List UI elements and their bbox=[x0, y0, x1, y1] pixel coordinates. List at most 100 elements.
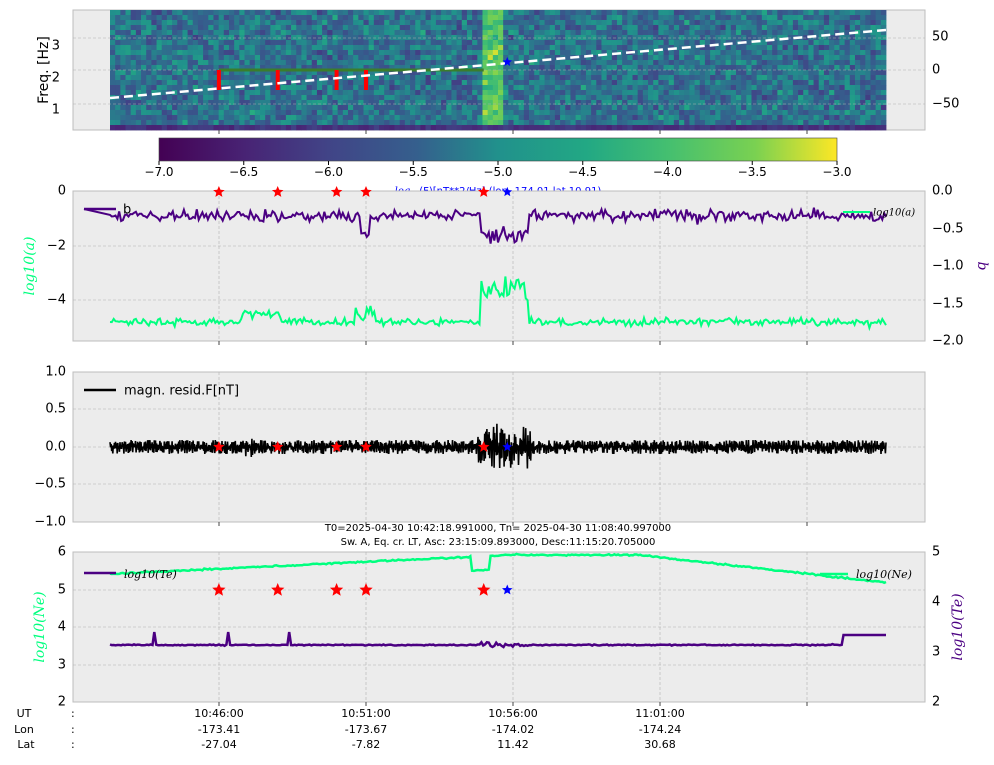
ne-tick-5: 5 bbox=[58, 583, 66, 598]
spectrogram-cell bbox=[498, 20, 504, 26]
spectrogram-cell bbox=[622, 125, 628, 131]
spectrogram-cell bbox=[342, 85, 349, 91]
spectrogram-cell bbox=[379, 10, 385, 16]
spectrogram-cell bbox=[482, 70, 489, 76]
spectrogram-cell bbox=[632, 75, 639, 81]
spectrogram-cell bbox=[601, 25, 608, 31]
spectrogram-cell bbox=[322, 70, 328, 76]
spectrogram-cell bbox=[141, 115, 147, 121]
spectrogram-cell bbox=[544, 60, 551, 66]
spectrogram-cell bbox=[663, 125, 670, 131]
spectrogram-cell bbox=[234, 95, 240, 101]
spectrogram-cell bbox=[130, 60, 137, 66]
spectrogram-cell bbox=[456, 50, 463, 56]
spectrogram-cell bbox=[787, 25, 794, 31]
spectrogram-cell bbox=[508, 90, 514, 96]
spectrogram-cell bbox=[596, 10, 602, 16]
spectrogram-cell bbox=[616, 45, 623, 51]
spectrogram-cell bbox=[751, 125, 758, 131]
spectrogram-cell bbox=[849, 65, 856, 71]
spectrogram-cell bbox=[844, 25, 851, 31]
spectrogram-cell bbox=[849, 10, 856, 16]
spectrogram-cell bbox=[399, 55, 406, 61]
spectrogram-cell bbox=[213, 60, 220, 66]
spectrogram-cell bbox=[430, 10, 437, 16]
spectrogram-cell bbox=[642, 110, 649, 116]
spectrogram-cell bbox=[141, 15, 147, 21]
spectrogram-cell bbox=[379, 85, 385, 91]
spectrogram-cell bbox=[228, 95, 235, 101]
spectrogram-cell bbox=[228, 85, 235, 91]
spectrogram-cell bbox=[466, 60, 473, 66]
spectrogram-cell bbox=[865, 80, 871, 86]
spectrogram-cell bbox=[244, 15, 251, 21]
spectrogram-cell bbox=[472, 30, 478, 36]
spectrogram-cell bbox=[130, 20, 137, 26]
spectrogram-cell bbox=[591, 50, 597, 56]
spectrogram-cell bbox=[435, 105, 442, 111]
spectrogram-cell bbox=[844, 105, 851, 111]
spectrogram-cell bbox=[358, 95, 364, 101]
spectrogram-cell bbox=[756, 75, 763, 81]
spectrogram-cell bbox=[735, 10, 742, 16]
spectrogram-cell bbox=[254, 15, 261, 21]
spectrogram-cell bbox=[756, 45, 763, 51]
spectrogram-cell bbox=[394, 35, 401, 41]
spectrogram-cell bbox=[115, 80, 121, 86]
spectrogram-cell bbox=[451, 30, 458, 36]
a-tick-minus2: −2 bbox=[47, 239, 66, 254]
spectrogram-cell bbox=[684, 125, 690, 131]
spectrogram-cell bbox=[182, 125, 188, 131]
spectrogram-cell bbox=[508, 50, 514, 56]
spectrogram-cell bbox=[172, 55, 178, 61]
spectrogram-cell bbox=[399, 100, 406, 106]
spectrogram-cell bbox=[606, 90, 613, 96]
spectrogram-cell bbox=[591, 25, 597, 31]
spectrogram-cell bbox=[244, 60, 251, 66]
spectrogram-cell bbox=[425, 45, 432, 51]
spectrogram-cell bbox=[844, 15, 851, 21]
spectrogram-cell bbox=[565, 75, 571, 81]
spectrogram-cell bbox=[798, 100, 804, 106]
spectrogram-cell bbox=[420, 75, 426, 81]
spectrogram-cell bbox=[704, 105, 711, 111]
spectrogram-cell bbox=[823, 20, 830, 26]
spectrogram-cell bbox=[379, 80, 385, 86]
spectrogram-cell bbox=[446, 70, 452, 76]
spectrogram-cell bbox=[239, 65, 245, 71]
spectrogram-cell bbox=[425, 100, 432, 106]
spectrogram-cell bbox=[523, 15, 530, 21]
spectrogram-cell bbox=[715, 105, 721, 111]
spectrogram-cell bbox=[777, 115, 783, 121]
spectrogram-cell bbox=[803, 10, 809, 16]
spectrogram-cell bbox=[347, 10, 354, 16]
spectrogram-cell bbox=[622, 25, 628, 31]
spectrogram-cell bbox=[337, 100, 344, 106]
spectrogram-cell bbox=[565, 50, 571, 56]
spectrogram-cell bbox=[472, 75, 478, 81]
spectrogram-cell bbox=[823, 120, 830, 126]
spectrogram-cell bbox=[596, 70, 602, 76]
spectrogram-cell bbox=[503, 20, 509, 26]
spectrogram-cell bbox=[203, 20, 209, 26]
spectrogram-cell bbox=[244, 35, 251, 41]
spectrogram-cell bbox=[379, 30, 385, 36]
spectrogram-cell bbox=[585, 65, 592, 71]
spectrogram-cell bbox=[384, 20, 390, 26]
spectrogram-cell bbox=[358, 100, 364, 106]
spectrogram-cell bbox=[735, 30, 742, 36]
spectrogram-cell bbox=[363, 100, 370, 106]
spectrogram-cell bbox=[539, 70, 545, 76]
ab-lines bbox=[83, 186, 887, 332]
spectrogram-cell bbox=[296, 40, 302, 46]
spectrogram-cell bbox=[141, 65, 147, 71]
spectrogram-cell bbox=[472, 90, 478, 96]
spectrogram-cell bbox=[720, 30, 727, 36]
spectrogram-cell bbox=[751, 25, 758, 31]
spectrogram-cell bbox=[529, 70, 535, 76]
spectrogram-cell bbox=[498, 50, 504, 56]
spectrogram-cell bbox=[430, 105, 437, 111]
spectrogram-cell bbox=[513, 125, 520, 131]
spectrogram-cell bbox=[239, 20, 245, 26]
spectrogram-cell bbox=[270, 50, 276, 56]
